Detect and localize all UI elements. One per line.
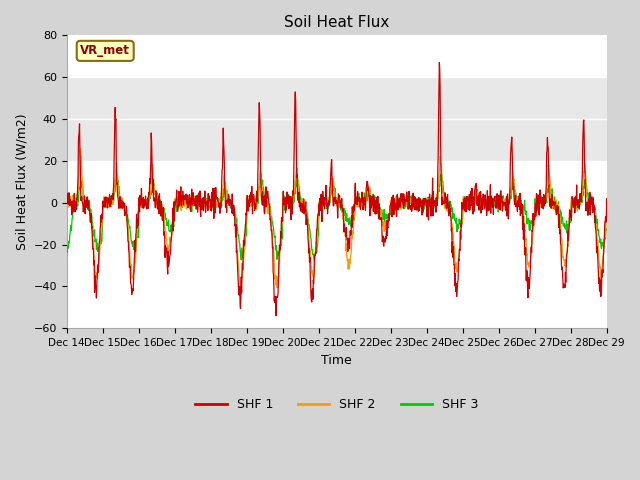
X-axis label: Time: Time	[321, 353, 352, 367]
Legend: SHF 1, SHF 2, SHF 3: SHF 1, SHF 2, SHF 3	[190, 393, 483, 416]
Y-axis label: Soil Heat Flux (W/m2): Soil Heat Flux (W/m2)	[15, 113, 28, 250]
Bar	[67, 77, 607, 161]
Text: VR_met: VR_met	[80, 44, 130, 58]
Title: Soil Heat Flux: Soil Heat Flux	[284, 15, 389, 30]
